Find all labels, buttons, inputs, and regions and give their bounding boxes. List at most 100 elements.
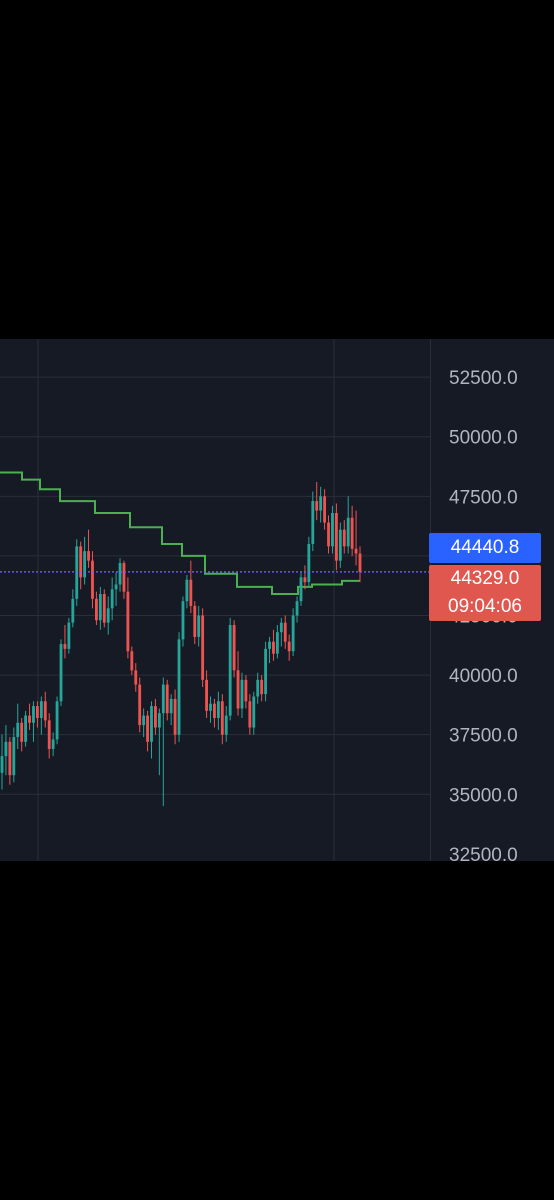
candle-body xyxy=(51,739,55,749)
candle-body xyxy=(138,684,142,726)
candle-body xyxy=(224,715,228,735)
candle-body xyxy=(4,741,8,757)
candlestick-chart[interactable]: 52500.050000.047500.042500.040000.037500… xyxy=(0,339,554,861)
candle-body xyxy=(169,698,173,714)
candle-body xyxy=(12,737,16,776)
candle-body xyxy=(283,622,287,642)
candle-body xyxy=(161,684,165,714)
candle-body xyxy=(244,679,248,702)
price-axis-label: 52500.0 xyxy=(449,368,518,389)
candle-body xyxy=(248,701,252,728)
price-axis-label: 35000.0 xyxy=(449,785,518,806)
candle-body xyxy=(193,605,197,637)
candle-body xyxy=(83,551,87,578)
candle-body xyxy=(327,522,330,547)
candle-body xyxy=(240,679,244,709)
candle-body xyxy=(154,706,157,728)
price-axis-label: 47500.0 xyxy=(449,487,518,508)
candle-body xyxy=(32,706,35,723)
candle-body xyxy=(165,684,169,714)
candle-body xyxy=(157,713,161,728)
candle-body xyxy=(264,648,267,695)
candle-body xyxy=(79,546,83,578)
candle-body xyxy=(338,529,342,561)
candle-body xyxy=(279,622,283,633)
candle-body xyxy=(142,715,146,726)
candle-body xyxy=(303,577,307,583)
candle-body xyxy=(299,577,303,602)
candle-body xyxy=(177,639,181,735)
candle-body xyxy=(334,513,338,561)
last-price-tag: 44440.8 xyxy=(429,533,541,563)
candle-body xyxy=(350,517,354,549)
candle-body xyxy=(358,553,362,572)
candle-body xyxy=(134,670,138,685)
indicator-line-layer xyxy=(0,471,360,595)
candle-body xyxy=(55,701,59,740)
candle-body xyxy=(118,563,122,585)
candle-body xyxy=(28,715,31,723)
candle-body xyxy=(173,698,177,735)
candle-body xyxy=(106,608,110,623)
candle-body xyxy=(256,679,260,697)
candle-body xyxy=(315,501,319,511)
candle-body xyxy=(71,598,75,623)
candle-body xyxy=(331,513,334,547)
candle-body xyxy=(216,701,220,718)
candle-body xyxy=(205,679,208,711)
candle-body xyxy=(291,615,295,652)
candle-body xyxy=(20,722,24,742)
candle-body xyxy=(43,701,47,721)
candle-body xyxy=(287,641,291,652)
candle-body xyxy=(275,632,279,654)
candle-countdown: 09:04:06 xyxy=(448,596,522,617)
candle-body xyxy=(122,563,126,592)
current-price-tag: 44329.0 09:04:06 xyxy=(429,565,541,621)
candle-body xyxy=(63,644,67,649)
candle-body xyxy=(91,560,94,599)
candle-body xyxy=(220,701,224,735)
current-price-value: 44329.0 xyxy=(450,568,520,589)
candle-body xyxy=(110,589,114,609)
candles xyxy=(0,482,362,807)
price-axis-label: 40000.0 xyxy=(449,666,518,687)
candle-body xyxy=(47,720,51,749)
candle-body xyxy=(228,625,232,716)
candle-body xyxy=(354,548,358,554)
candle-body xyxy=(39,701,43,718)
candle-body xyxy=(98,594,102,621)
price-axis-label: 32500.0 xyxy=(449,845,518,861)
candle-body xyxy=(189,579,193,606)
candle-body xyxy=(323,496,327,523)
candle-body xyxy=(146,715,149,742)
candle-body xyxy=(319,496,323,511)
candle-body xyxy=(67,622,71,649)
candle-body xyxy=(114,584,118,590)
candle-body xyxy=(236,670,240,709)
candle-body xyxy=(252,696,256,728)
candle-body xyxy=(126,591,130,652)
candle-body xyxy=(295,601,299,616)
candle-body xyxy=(209,703,212,711)
candle-body xyxy=(346,517,350,547)
candle-body xyxy=(24,715,28,742)
candle-body xyxy=(197,615,201,637)
chart-panel[interactable]: 52500.050000.047500.042500.040000.037500… xyxy=(0,339,554,861)
price-axis-label: 37500.0 xyxy=(449,726,518,747)
candle-body xyxy=(311,501,315,544)
candle-body xyxy=(185,579,189,602)
candle-body xyxy=(213,703,216,718)
candle-body xyxy=(307,543,311,583)
candle-body xyxy=(232,625,236,671)
price-axis-label: 50000.0 xyxy=(449,428,518,449)
price-axis: 52500.050000.047500.042500.040000.037500… xyxy=(449,368,518,861)
candle-body xyxy=(130,651,134,671)
candle-body xyxy=(181,601,185,640)
candle-body xyxy=(272,641,275,654)
candle-body xyxy=(59,644,63,702)
candle-body xyxy=(0,756,4,773)
candle-body xyxy=(16,722,20,738)
candle-body xyxy=(150,706,153,742)
candle-body xyxy=(342,529,346,547)
candle-body xyxy=(87,551,90,561)
